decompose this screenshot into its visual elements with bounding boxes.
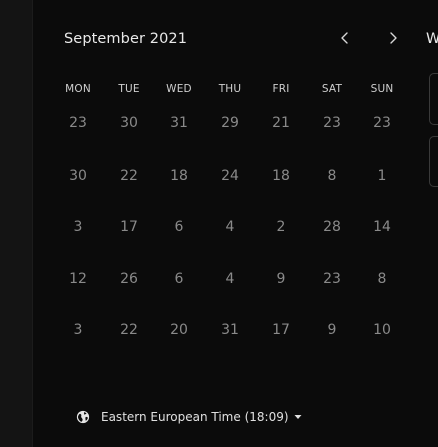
day-cell[interactable]: 28 [323,219,341,235]
day-cell[interactable]: 17 [272,322,290,338]
weekday-label: TUE [118,83,140,95]
day-cell[interactable]: 30 [69,168,87,184]
day-cell[interactable]: 4 [225,271,235,287]
day-cell[interactable]: 23 [373,115,391,131]
weekday-label: SAT [321,83,343,95]
day-cell[interactable]: 26 [120,271,138,287]
day-cell[interactable]: 23 [323,115,341,131]
day-cell[interactable]: 2 [276,219,286,235]
day-cell[interactable]: 3 [73,219,83,235]
weekday-label: FRI [272,83,290,95]
day-cell[interactable]: 31 [170,115,188,131]
day-cell[interactable]: 10 [373,322,391,338]
day-cell[interactable]: 29 [221,115,239,131]
next-month-button[interactable] [381,26,405,50]
calendar-panel: September 2021 W MON TUE WED THU FRI SAT SUN 2… [33,0,438,447]
timezone-selector[interactable]: Eastern European Time (18:09) [76,410,302,424]
weekday-label: SUN [370,83,394,95]
weekday-label: WED [166,83,192,95]
chevron-left-icon [341,32,348,44]
day-cell[interactable]: 12 [69,271,87,287]
day-cell[interactable]: 21 [272,115,290,131]
day-cell[interactable]: 6 [174,271,184,287]
day-cell[interactable]: 3 [73,322,83,338]
previous-month-button[interactable] [333,26,357,50]
day-cell[interactable]: 6 [174,219,184,235]
weekday-label: THU [218,83,242,95]
day-cell[interactable]: 31 [221,322,239,338]
day-cell[interactable]: 20 [170,322,188,338]
day-cell[interactable]: 14 [373,219,391,235]
day-cell[interactable]: 23 [323,271,341,287]
day-cell[interactable]: 17 [120,219,138,235]
day-cell[interactable]: 30 [120,115,138,131]
chevron-right-icon [390,32,397,44]
month-title: September 2021 [64,31,188,47]
weekday-label: MON [65,83,91,95]
day-cell[interactable]: 8 [377,271,387,287]
time-slot-button[interactable] [429,73,438,125]
day-cell[interactable]: 22 [120,168,138,184]
day-cell[interactable]: 4 [225,219,235,235]
day-cell[interactable]: 18 [170,168,188,184]
side-heading: W [426,31,438,47]
day-cell[interactable]: 1 [377,168,387,184]
day-cell[interactable]: 22 [120,322,138,338]
day-cell[interactable]: 9 [276,271,286,287]
day-cell[interactable]: 8 [327,168,337,184]
day-cell[interactable]: 24 [221,168,239,184]
day-cell[interactable]: 9 [327,322,337,338]
left-panel-edge [0,0,33,447]
timezone-label: Eastern European Time (18:09) [101,410,289,424]
caret-down-icon [294,415,302,419]
day-cell[interactable]: 18 [272,168,290,184]
time-slot-button[interactable] [429,136,438,187]
globe-icon [76,410,90,424]
day-cell[interactable]: 23 [69,115,87,131]
